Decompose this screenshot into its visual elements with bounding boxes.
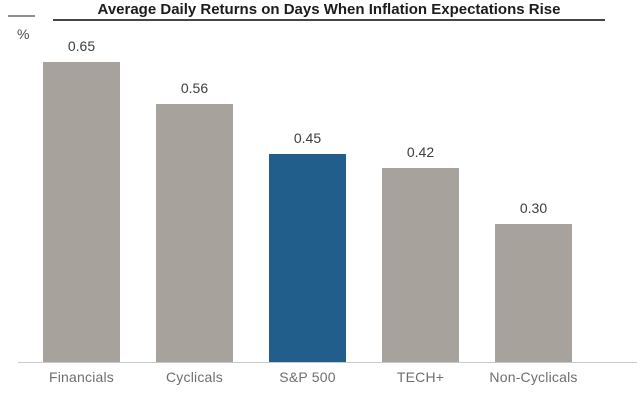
category-cell-non-cyclicals: Non-Cyclicals [489, 369, 577, 385]
category-label: Financials [48, 369, 115, 385]
plot-area: 0.65 0.56 0.45 0.42 0.30 [43, 39, 572, 362]
category-cell-cyclicals: Cyclicals [156, 369, 233, 385]
title-underline [53, 19, 605, 21]
bar-financials [43, 62, 120, 362]
bar-value-label: 0.65 [67, 38, 96, 54]
bar-group-financials: 0.65 [43, 39, 120, 362]
bar-non-cyclicals [495, 224, 572, 362]
bar-group-non-cyclicals: 0.30 [495, 201, 572, 362]
bar-group-tech: 0.42 [382, 145, 459, 362]
category-label: Non-Cyclicals [489, 369, 578, 385]
category-label: S&P 500 [279, 369, 336, 385]
y-axis-tick-dash [8, 15, 35, 17]
category-cell-financials: Financials [43, 369, 120, 385]
bar-value-label: 0.45 [293, 130, 322, 146]
bar-tech [382, 168, 459, 362]
bar-cyclicals [156, 104, 233, 362]
bar-group-cyclicals: 0.56 [156, 81, 233, 362]
x-axis-line [18, 362, 637, 363]
y-axis-unit-label: % [17, 26, 30, 42]
category-cell-tech: TECH+ [382, 369, 459, 385]
category-cell-s-p-500: S&P 500 [269, 369, 346, 385]
category-labels-row: Financials Cyclicals S&P 500 TECH+ Non-Cycli… [43, 369, 577, 385]
category-label: TECH+ [396, 369, 445, 385]
category-label: Cyclicals [165, 369, 224, 385]
bar-value-label: 0.56 [180, 80, 209, 96]
bar-value-label: 0.30 [519, 200, 548, 216]
bar-s-p-500 [269, 154, 346, 362]
bar-group-s-p-500: 0.45 [269, 131, 346, 362]
chart-title: Average Daily Returns on Days When Infla… [97, 1, 561, 18]
bar-value-label: 0.42 [406, 144, 435, 160]
